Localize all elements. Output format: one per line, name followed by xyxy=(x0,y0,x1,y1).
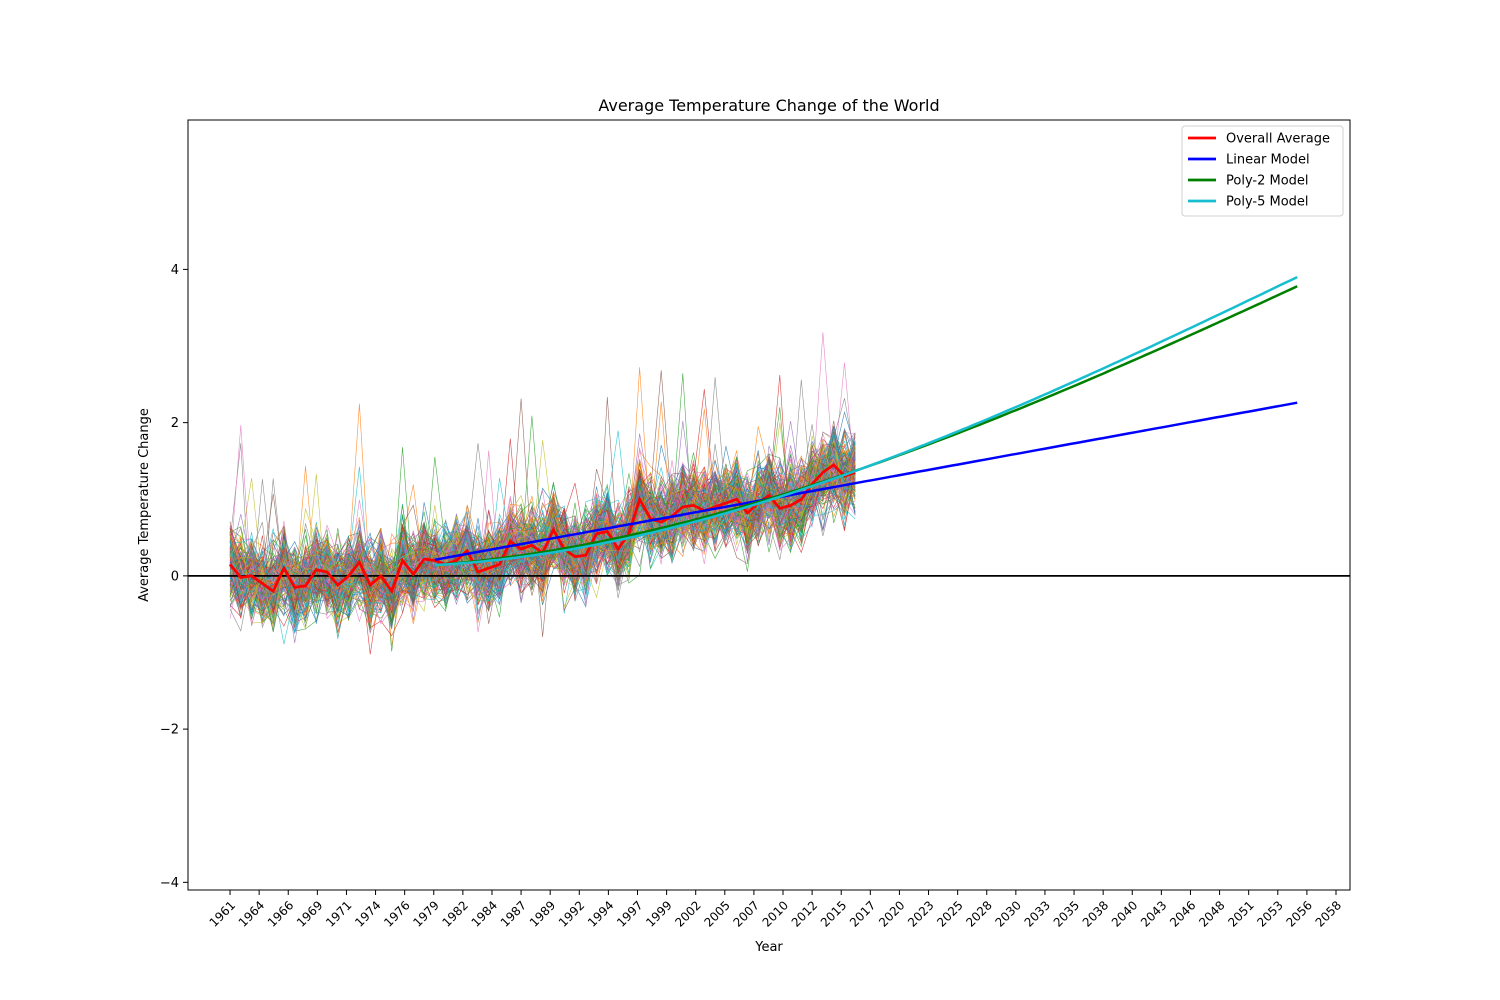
x-tick-label: 2038 xyxy=(1080,898,1111,929)
y-tick-label: 4 xyxy=(171,263,179,278)
y-axis-ticks: −4 −2 0 2 4 xyxy=(160,263,188,891)
legend-box xyxy=(1181,125,1344,217)
y-axis-label: Average Temperature Change xyxy=(137,408,152,602)
country-line xyxy=(229,403,856,647)
x-tick-label: 1961 xyxy=(207,898,238,929)
x-tick-label: 1966 xyxy=(265,898,296,929)
x-tick-label: 2046 xyxy=(1167,898,1198,929)
x-tick-label: 2017 xyxy=(847,898,878,929)
x-tick-label: 2015 xyxy=(818,898,849,929)
x-tick-label: 1997 xyxy=(614,898,645,929)
x-tick-label: 1979 xyxy=(410,898,441,929)
x-tick-label: 2020 xyxy=(876,898,907,929)
country-line xyxy=(229,431,856,610)
y-tick-label: 0 xyxy=(171,569,179,584)
legend-label: Overall Average xyxy=(1226,132,1330,147)
x-tick-label: 2043 xyxy=(1138,898,1169,929)
plot-frame xyxy=(187,119,1351,891)
x-tick-label: 1989 xyxy=(527,898,558,929)
x-tick-label: 2007 xyxy=(731,898,762,929)
legend-label: Poly-5 Model xyxy=(1226,195,1309,210)
x-tick-label: 2056 xyxy=(1284,898,1315,929)
country-line xyxy=(229,455,856,627)
x-tick-label: 1992 xyxy=(556,898,587,929)
x-tick-label: 2010 xyxy=(760,898,791,929)
x-tick-label: 1969 xyxy=(294,898,325,929)
x-tick-label: 1971 xyxy=(323,898,354,929)
x-axis-label: Year xyxy=(754,940,783,955)
country-line xyxy=(229,374,856,614)
y-tick-label: −4 xyxy=(160,876,179,891)
x-tick-label: 2012 xyxy=(789,898,820,929)
legend-label: Linear Model xyxy=(1226,153,1310,168)
x-tick-label: 1987 xyxy=(498,898,529,929)
y-tick-label: −2 xyxy=(160,723,179,738)
country-line xyxy=(229,450,856,625)
x-tick-label: 2048 xyxy=(1196,898,1227,929)
x-tick-label: 2002 xyxy=(672,898,703,929)
x-tick-label: 2025 xyxy=(934,898,965,929)
x-tick-label: 2053 xyxy=(1254,898,1285,929)
linear-model-line xyxy=(434,401,1298,562)
legend: Overall Average Linear Model Poly-2 Model P… xyxy=(1181,125,1344,217)
legend-label: Poly-2 Model xyxy=(1226,174,1309,189)
country-lines xyxy=(229,332,856,655)
x-tick-label: 2028 xyxy=(963,898,994,929)
country-line xyxy=(229,443,856,612)
x-tick-label: 2040 xyxy=(1109,898,1140,929)
x-tick-label: 2030 xyxy=(992,898,1023,929)
x-tick-label: 2058 xyxy=(1313,898,1344,929)
x-tick-label: 1964 xyxy=(236,898,267,929)
x-tick-label: 1999 xyxy=(643,898,674,929)
x-tick-label: 2051 xyxy=(1225,898,1256,929)
poly-5-model-line xyxy=(434,275,1298,567)
country-line xyxy=(229,433,856,623)
x-tick-label: 2033 xyxy=(1022,898,1053,929)
x-tick-label: 2023 xyxy=(905,898,936,929)
x-tick-label: 1976 xyxy=(381,898,412,929)
y-tick-label: 2 xyxy=(171,416,179,431)
country-line xyxy=(229,443,856,638)
country-line xyxy=(229,428,856,605)
series-layer xyxy=(228,275,1298,595)
x-tick-label: 1984 xyxy=(469,898,500,929)
country-line xyxy=(229,461,856,626)
chart-title: Average Temperature Change of the World xyxy=(598,96,939,115)
x-tick-label: 1994 xyxy=(585,898,616,929)
x-tick-label: 2005 xyxy=(701,898,732,929)
x-axis-ticks: 1961196419661969197119741976197919821984… xyxy=(207,890,1344,930)
country-line xyxy=(229,439,856,631)
x-tick-label: 2035 xyxy=(1051,898,1082,929)
x-tick-label: 1974 xyxy=(352,898,383,929)
x-tick-label: 1982 xyxy=(439,898,470,929)
